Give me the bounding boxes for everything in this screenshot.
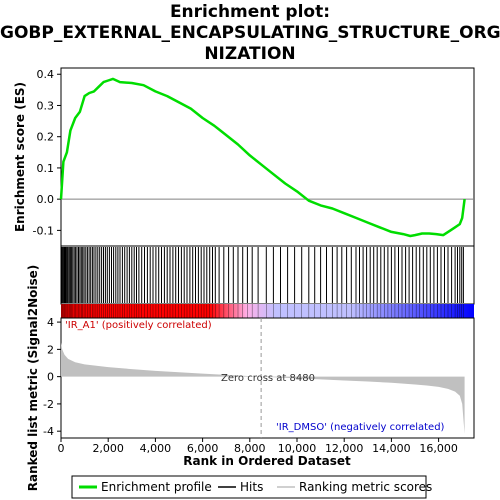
legend-label-hits: Hits: [240, 480, 263, 494]
hits-bar-overlay: [61, 304, 464, 318]
es-panel-frame: [60, 67, 475, 247]
legend-label-enrichment-profile: Enrichment profile: [101, 480, 212, 494]
es-y-tick-label: -0.1: [33, 224, 54, 237]
x-axis-label: Rank in Ordered Dataset: [183, 454, 351, 468]
x-tick-label: 10,000: [278, 442, 317, 455]
title-line-1: Enrichment plot:: [169, 2, 331, 22]
x-tick-label: 6,000: [187, 442, 219, 455]
x-tick-label: 0: [58, 442, 65, 455]
es-y-axis-label: Enrichment score (ES): [13, 82, 27, 232]
hits-panel-frame: [60, 245, 475, 305]
hits-marks: [61, 247, 464, 303]
x-axis: 0 2,000 4,000 6,000 8,000 10,000 12,000 14,000 1…: [58, 438, 458, 455]
es-y-tick-label: 0.4: [37, 68, 55, 81]
metric-y-tick-label: 4: [47, 316, 54, 329]
metric-y-tick-label: -2: [43, 398, 54, 411]
x-tick-label: 8,000: [234, 442, 266, 455]
es-y-tick-label: 0.2: [37, 131, 55, 144]
title-line-2: GOBP_EXTERNAL_ENCAPSULATING_STRUCTURE_OR…: [0, 23, 500, 43]
zero-cross-label: Zero cross at 8480: [221, 373, 315, 384]
chart-title: Enrichment plot: GOBP_EXTERNAL_ENCAPSULA…: [0, 2, 500, 65]
x-tick-label: 4,000: [140, 442, 172, 455]
positive-correlated-label: 'IR_A1' (positively correlated): [65, 320, 212, 331]
title-line-3: NIZATION: [204, 44, 296, 64]
enrichment-profile-line: [59, 77, 466, 238]
legend-label-ranking-metric: Ranking metric scores: [299, 480, 432, 494]
legend-box: [71, 475, 427, 499]
es-y-tick-label: 0.0: [37, 193, 55, 206]
es-y-axis: -0.1 0.0 0.1 0.2 0.3 0.4: [33, 68, 61, 237]
metric-y-axis: -4 -2 0 2 4: [43, 316, 61, 438]
metric-y-tick-label: 2: [47, 343, 54, 356]
rank-color-bar: [61, 304, 474, 318]
es-y-tick-label: 0.3: [37, 99, 55, 112]
x-tick-label: 12,000: [325, 442, 364, 455]
x-tick-label: 14,000: [372, 442, 411, 455]
metric-y-axis-label: Ranked list metric (Signal2Noise): [26, 265, 40, 492]
negative-correlated-label: 'IR_DMSO' (negatively correlated): [276, 422, 445, 433]
metric-y-tick-label: 0: [47, 371, 54, 384]
x-tick-label: 16,000: [419, 442, 458, 455]
es-y-tick-label: 0.1: [37, 162, 55, 175]
x-tick-label: 2,000: [92, 442, 124, 455]
metric-y-tick-label: -4: [43, 425, 54, 438]
